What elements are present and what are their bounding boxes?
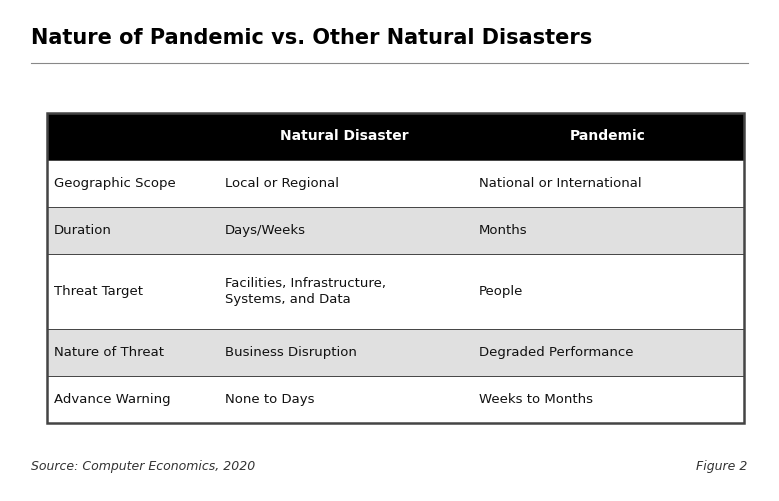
Text: Degraded Performance: Degraded Performance <box>479 346 633 359</box>
Text: National or International: National or International <box>479 177 642 190</box>
Text: Duration: Duration <box>54 224 111 237</box>
Text: Months: Months <box>479 224 527 237</box>
Text: Weeks to Months: Weeks to Months <box>479 393 593 406</box>
Text: Nature of Pandemic vs. Other Natural Disasters: Nature of Pandemic vs. Other Natural Dis… <box>31 28 592 48</box>
Text: Source: Computer Economics, 2020: Source: Computer Economics, 2020 <box>31 460 256 473</box>
Text: Threat Target: Threat Target <box>54 285 143 298</box>
Text: Nature of Threat: Nature of Threat <box>54 346 164 359</box>
Text: Facilities, Infrastructure,
Systems, and Data: Facilities, Infrastructure, Systems, and… <box>224 277 386 306</box>
Text: Pandemic: Pandemic <box>570 129 646 143</box>
Text: Business Disruption: Business Disruption <box>224 346 357 359</box>
Text: Advance Warning: Advance Warning <box>54 393 171 406</box>
Text: Local or Regional: Local or Regional <box>224 177 339 190</box>
Text: Days/Weeks: Days/Weeks <box>224 224 305 237</box>
Text: Geographic Scope: Geographic Scope <box>54 177 175 190</box>
Text: None to Days: None to Days <box>224 393 314 406</box>
Text: People: People <box>479 285 523 298</box>
Text: Figure 2: Figure 2 <box>696 460 748 473</box>
Text: Natural Disaster: Natural Disaster <box>280 129 409 143</box>
